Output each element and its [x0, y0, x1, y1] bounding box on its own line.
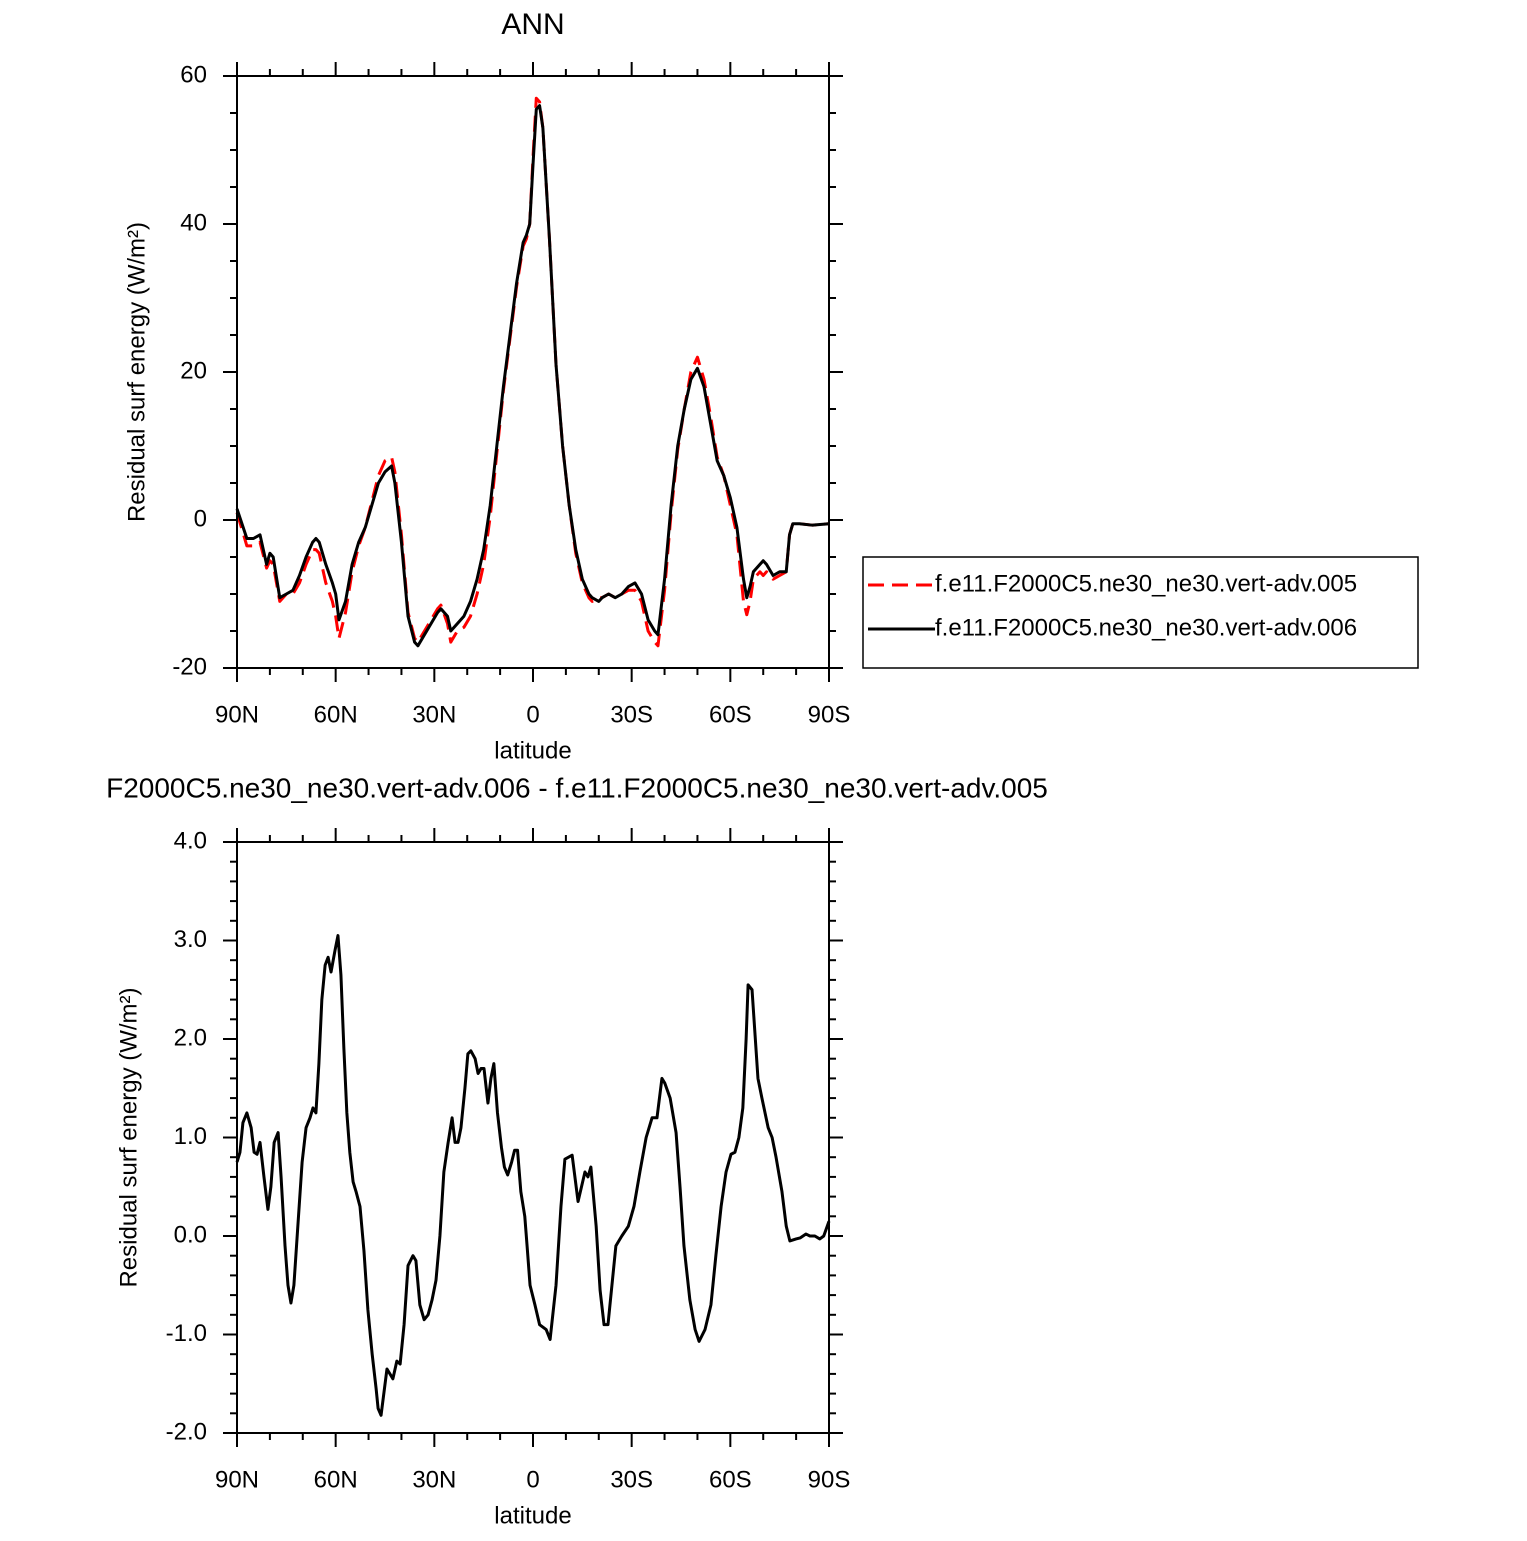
x-tick-label: 0	[526, 701, 539, 728]
chart-title: F2000C5.ne30_ne30.vert-adv.006 - f.e11.F…	[106, 772, 1048, 803]
x-tick-label: 90N	[215, 1466, 259, 1493]
x-tick-label: 60S	[709, 701, 752, 728]
y-tick-label: 1.0	[174, 1123, 207, 1150]
y-axis-label: Residual surf energy (W/m²)	[115, 987, 142, 1287]
y-tick-label: 20	[180, 357, 207, 384]
x-tick-label: 30N	[412, 1466, 456, 1493]
y-tick-label: 3.0	[174, 926, 207, 953]
x-tick-label: 60N	[314, 701, 358, 728]
plot: F2000C5.ne30_ne30.vert-adv.006 - f.e11.F…	[106, 772, 1048, 1529]
x-tick-label: 90N	[215, 701, 259, 728]
x-axis-label: latitude	[494, 737, 571, 764]
x-axis-label: latitude	[494, 1502, 571, 1529]
legend-label: f.e11.F2000C5.ne30_ne30.vert-adv.005	[935, 570, 1357, 597]
x-tick-label: 30N	[412, 701, 456, 728]
data-line	[235, 934, 831, 1417]
chart-title: ANN	[501, 8, 564, 41]
y-axis-label: Residual surf energy (W/m²)	[123, 222, 150, 522]
y-tick-label: 4.0	[174, 827, 207, 854]
plot: ANN latitude Residual surf energy (W/m²) 90…	[123, 8, 1419, 764]
x-tick-label: 0	[526, 1466, 539, 1493]
y-tick-label: -20	[172, 653, 207, 680]
x-tick-label: 90S	[808, 701, 851, 728]
legend-label: f.e11.F2000C5.ne30_ne30.vert-adv.006	[935, 614, 1357, 641]
y-tick-label: 2.0	[174, 1024, 207, 1051]
x-tick-label: 90S	[808, 1466, 851, 1493]
y-tick-label: 60	[180, 61, 207, 88]
y-tick-label: 0.0	[174, 1221, 207, 1248]
legend: f.e11.F2000C5.ne30_ne30.vert-adv.005 f.e1…	[862, 556, 1419, 669]
x-tick-label: 60N	[314, 1466, 358, 1493]
y-tick-label: -1.0	[166, 1320, 207, 1347]
data-line	[235, 104, 830, 648]
y-tick-label: 40	[180, 209, 207, 236]
x-tick-label: 30S	[610, 701, 653, 728]
y-tick-label: -2.0	[166, 1418, 207, 1445]
x-tick-label: 30S	[610, 1466, 653, 1493]
y-tick-label: 0	[194, 505, 207, 532]
legend-box	[862, 556, 1419, 669]
x-tick-label: 60S	[709, 1466, 752, 1493]
